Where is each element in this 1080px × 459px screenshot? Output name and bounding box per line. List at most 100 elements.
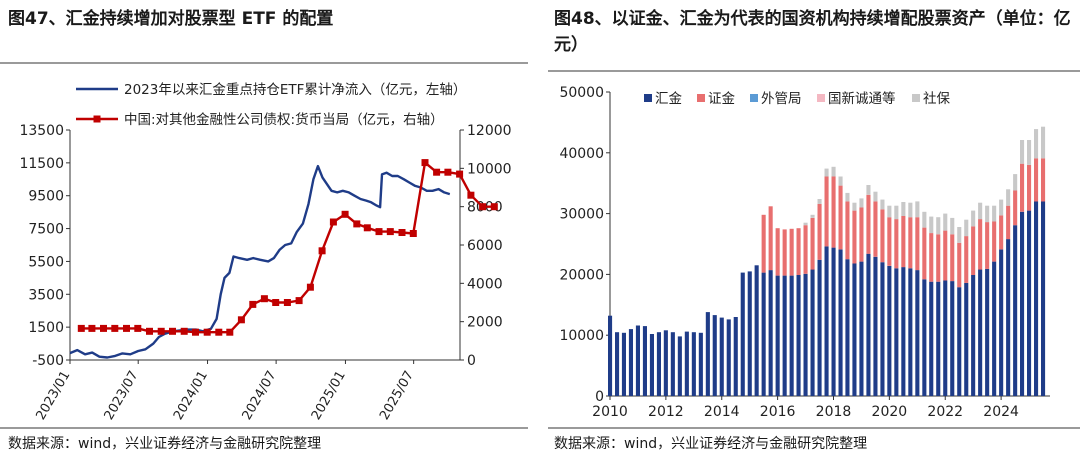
x-tick-label: 2024 — [983, 404, 1019, 420]
bar-segment-1 — [1034, 201, 1039, 396]
series-marker-central-bank-claims — [398, 229, 406, 236]
series-marker-central-bank-claims — [88, 324, 96, 332]
bar-segment-1 — [915, 270, 920, 396]
bar-segment-1 — [824, 246, 829, 396]
legend-swatch-4 — [817, 94, 825, 102]
series-marker-central-bank-claims — [203, 328, 211, 336]
bar-segment-5 — [957, 227, 962, 243]
bar-segment-2 — [880, 209, 885, 263]
bar-segment-1 — [726, 319, 731, 396]
bar-segment-1 — [971, 275, 976, 396]
legend-swatch-1 — [644, 94, 652, 102]
right-y-tick-label: 10000 — [467, 161, 512, 177]
bar-segment-2 — [1020, 163, 1025, 212]
bar-segment-5 — [908, 202, 913, 218]
x-tick-label: 2012 — [648, 404, 684, 420]
bar-segment-1 — [999, 249, 1004, 396]
bar-segment-5 — [880, 199, 885, 210]
legend-label-4: 国新诚通等 — [828, 90, 896, 107]
series-marker-central-bank-claims — [249, 300, 257, 308]
bar-segment-1 — [1006, 239, 1011, 396]
bar-segment-2 — [929, 233, 934, 282]
bar-segment-1 — [929, 281, 934, 396]
bar-segment-1 — [992, 261, 997, 396]
bar-segment-5 — [887, 205, 892, 218]
bar-segment-1 — [831, 247, 836, 396]
bar-segment-1 — [859, 261, 864, 396]
bar-segment-2 — [1034, 158, 1039, 202]
series-marker-central-bank-claims — [123, 324, 130, 332]
y-tick-label: 50000 — [559, 85, 604, 101]
chart-title: 图47、汇金持续增加对股票型 ETF 的配置 — [8, 9, 334, 29]
bar-segment-1 — [894, 268, 899, 396]
bar-segment-1 — [845, 259, 850, 396]
legend-swatch-3 — [750, 94, 758, 102]
source-note: 数据来源：wind，兴业证券经济与金融研究院整理 — [554, 436, 868, 452]
series-marker-central-bank-claims — [169, 327, 176, 335]
bar-segment-1 — [656, 332, 661, 396]
bar-segment-1 — [712, 315, 717, 396]
bar-segment-5 — [971, 210, 976, 227]
bar-segment-2 — [887, 217, 892, 266]
bar-segment-1 — [754, 265, 759, 396]
bar-segment-2 — [894, 219, 899, 269]
legend-label-5: 社保 — [923, 91, 951, 107]
bar-segment-5 — [922, 211, 927, 228]
bar-segment-1 — [747, 271, 752, 396]
left-y-tick-label: 1500 — [28, 320, 64, 336]
series-marker-central-bank-claims — [467, 191, 475, 199]
bar-segment-2 — [901, 216, 906, 268]
bar-segment-1 — [628, 329, 633, 396]
bar-segment-2 — [831, 176, 836, 248]
bar-segment-5 — [824, 168, 829, 177]
x-tick-label: 2025/07 — [377, 369, 417, 423]
legend-label-central-bank-claims: 中国:对其他金融性公司债权:货币当局（亿元，右轴） — [124, 111, 444, 128]
bar-segment-2 — [852, 210, 857, 264]
series-marker-central-bank-claims — [111, 324, 119, 332]
legend-swatch-5 — [912, 94, 920, 102]
left-y-tick-label: 7500 — [28, 222, 64, 238]
bar-segment-2 — [1027, 165, 1032, 211]
bar-segment-1 — [775, 275, 780, 396]
divider — [0, 62, 528, 64]
y-tick-label: 40000 — [559, 146, 604, 162]
chart-panel-etf: 图47、汇金持续增加对股票型 ETF 的配置 -500 1500 3500 5500 7… — [0, 0, 528, 459]
bar-segment-2 — [936, 234, 941, 282]
bar-segment-2 — [985, 222, 990, 269]
x-tick-label: 2016 — [760, 404, 796, 420]
x-tick-label: 2010 — [592, 404, 628, 420]
bar-segment-2 — [971, 226, 976, 275]
right-y-tick-label: 6000 — [467, 238, 503, 254]
bar-segment-1 — [1013, 225, 1018, 396]
bar-segment-2 — [824, 176, 829, 247]
series-line-etf-inflow — [69, 164, 451, 359]
series-marker-central-bank-claims — [375, 228, 383, 236]
bar-segment-2 — [992, 221, 997, 262]
series-marker-central-bank-claims — [421, 159, 429, 167]
legend-swatch-2 — [697, 94, 705, 102]
legend-label-1: 汇金 — [655, 91, 683, 107]
bar-segment-5 — [1013, 174, 1018, 191]
bar-segment-2 — [950, 234, 955, 282]
y-tick-label: 0 — [595, 389, 604, 405]
bar-segment-5 — [999, 199, 1004, 216]
bar-segment-1 — [796, 275, 801, 396]
bar-segment-1 — [663, 330, 668, 396]
bar-segment-5 — [838, 176, 843, 186]
right-y-tick-label: 12000 — [467, 123, 512, 139]
bar-segment-1 — [740, 272, 745, 396]
bar-segment-2 — [964, 236, 969, 283]
x-tick-label: 2023/07 — [102, 369, 142, 423]
bar-segment-1 — [642, 326, 647, 396]
bar-segment-1 — [635, 325, 640, 396]
bar-segment-2 — [1013, 190, 1018, 226]
bar-segment-5 — [1034, 129, 1039, 159]
bar-segment-1 — [810, 269, 815, 396]
bar-segment-2 — [768, 206, 773, 271]
series-marker-central-bank-claims — [134, 324, 142, 332]
series-marker-central-bank-claims — [341, 210, 349, 218]
y-tick-label: 10000 — [559, 328, 604, 344]
source-note: 数据来源：wind，兴业证券经济与金融研究院整理 — [8, 436, 322, 452]
bar-segment-5 — [845, 192, 850, 202]
right-y-tick-label: 0 — [467, 353, 476, 369]
